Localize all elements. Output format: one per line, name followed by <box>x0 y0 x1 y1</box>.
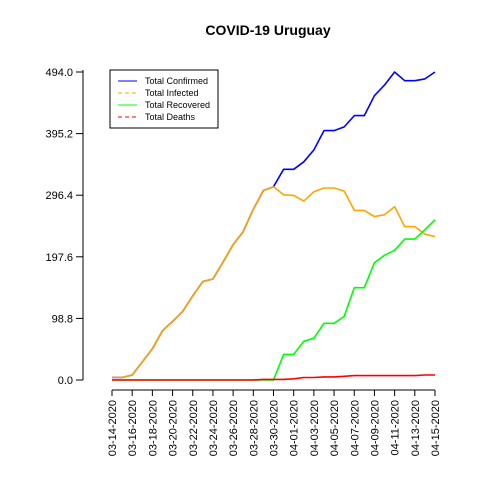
y-tick-label: 197.6 <box>45 252 73 264</box>
x-tick-label: 03-14-2020 <box>107 400 119 456</box>
x-tick-label: 04-07-2020 <box>349 400 361 456</box>
x-tick-label: 04-05-2020 <box>329 400 341 456</box>
x-tick-label: 04-15-2020 <box>430 400 442 456</box>
x-tick-label: 03-24-2020 <box>208 400 220 456</box>
x-tick-label: 04-03-2020 <box>309 400 321 456</box>
chart-title: COVID-19 Uruguay <box>205 22 330 38</box>
x-tick-label: 04-01-2020 <box>289 400 301 456</box>
series-line-total-deaths <box>112 375 435 380</box>
x-tick-label: 03-30-2020 <box>269 400 281 456</box>
y-tick-label: 494.0 <box>45 67 73 79</box>
legend-label-total-recovered: Total Recovered <box>145 100 210 110</box>
y-tick-label: 0.0 <box>58 375 73 387</box>
legend-label-total-infected: Total Infected <box>145 88 199 98</box>
x-tick-label: 03-22-2020 <box>188 400 200 456</box>
y-tick-label: 395.2 <box>45 129 73 141</box>
x-tick-label: 03-28-2020 <box>248 400 260 456</box>
legend: Total Confirmed Total Infected Total Recov… <box>110 70 218 128</box>
x-tick-label: 03-16-2020 <box>127 400 139 456</box>
legend-label-total-deaths: Total Deaths <box>145 112 196 122</box>
series-line-total-recovered <box>112 220 435 380</box>
y-axis: 0.0 98.8 197.6 296.4 395.2 494.0 <box>45 67 83 387</box>
x-tick-label: 04-13-2020 <box>410 400 422 456</box>
x-tick-label: 03-26-2020 <box>228 400 240 456</box>
legend-label-total-confirmed: Total Confirmed <box>145 76 208 86</box>
x-tick-label: 03-20-2020 <box>168 400 180 456</box>
x-tick-label: 04-09-2020 <box>369 400 381 456</box>
x-tick-label: 03-18-2020 <box>147 400 159 456</box>
y-tick-label: 98.8 <box>52 313 73 325</box>
series-line-total-infected <box>112 187 435 378</box>
x-tick-label: 04-11-2020 <box>390 400 402 455</box>
x-axis: 03-14-2020 03-16-2020 03-18-2020 03-20-2020… <box>107 390 442 456</box>
y-tick-label: 296.4 <box>45 190 73 202</box>
